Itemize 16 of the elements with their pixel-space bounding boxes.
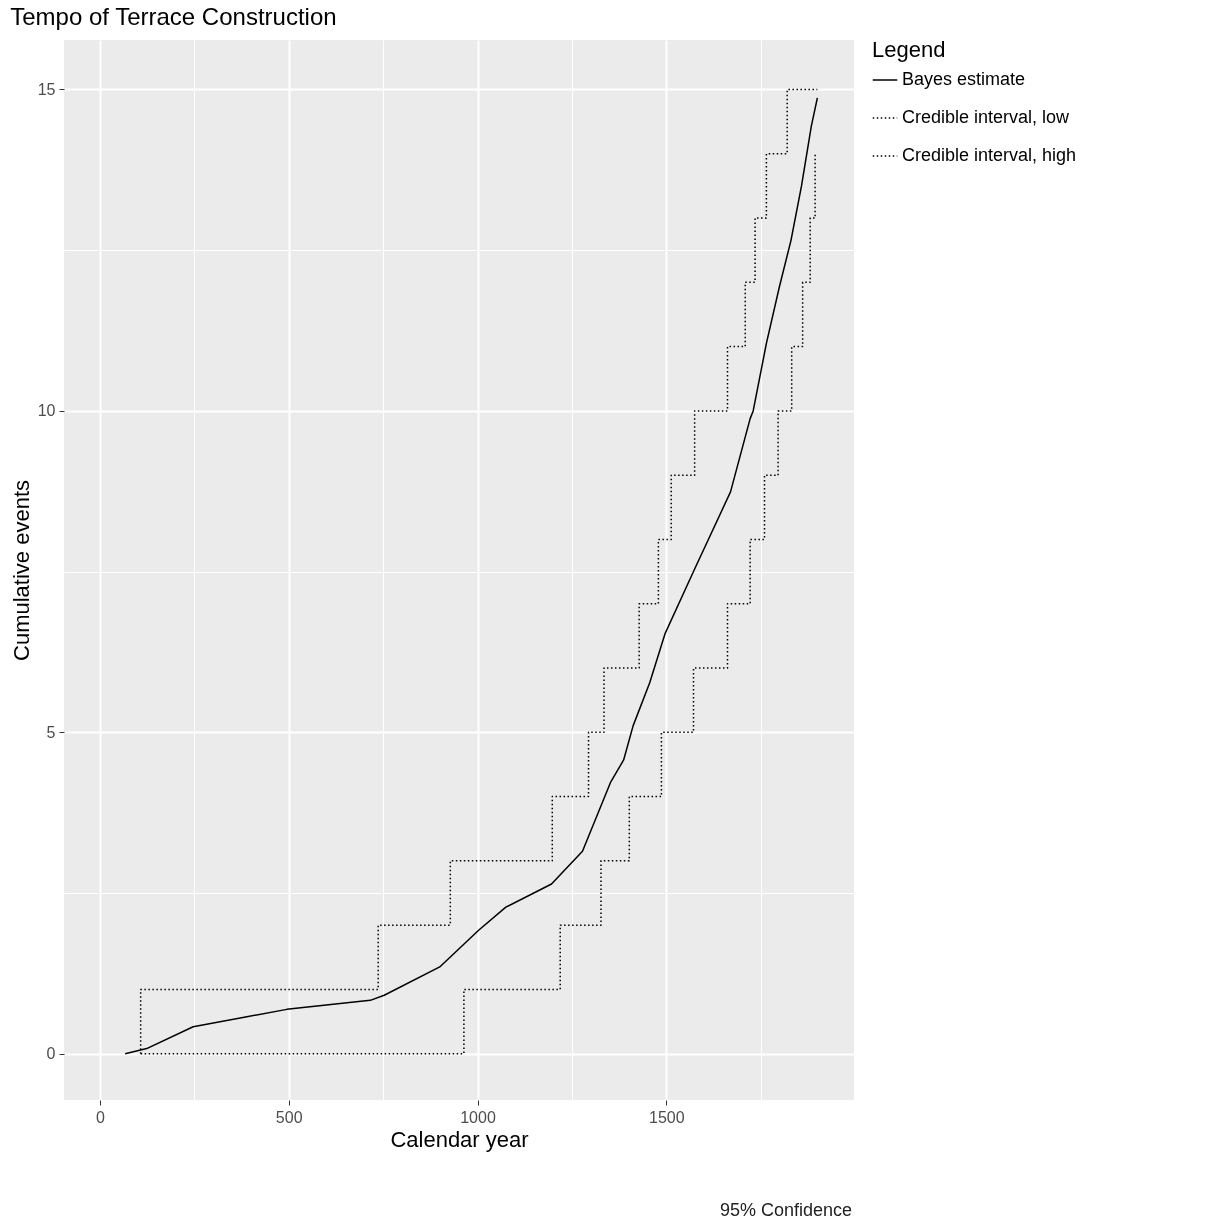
y-tick-label: 0 (46, 1045, 56, 1063)
x-tick-label: 0 (95, 1108, 105, 1126)
legend-title: Legend (872, 37, 946, 62)
legend-label: Credible interval, low (902, 107, 1071, 127)
x-tick-label: 1500 (649, 1108, 685, 1126)
x-tick-label: 500 (275, 1108, 303, 1126)
legend-label: Bayes estimate (902, 69, 1026, 89)
text: 95% Confidence (720, 1200, 853, 1221)
y-tick-label: 15 (37, 81, 56, 98)
y-axis-title: Cumulative events (8, 480, 34, 661)
y-tick-label: 5 (46, 723, 56, 741)
legend-label: Credible interval, high (902, 145, 1077, 165)
chart-title: Tempo of Terrace Construction (10, 3, 337, 30)
x-axis-title: Calendar year (390, 1126, 529, 1152)
x-tick-label: 1000 (460, 1108, 496, 1126)
y-tick-label: 10 (37, 402, 56, 420)
